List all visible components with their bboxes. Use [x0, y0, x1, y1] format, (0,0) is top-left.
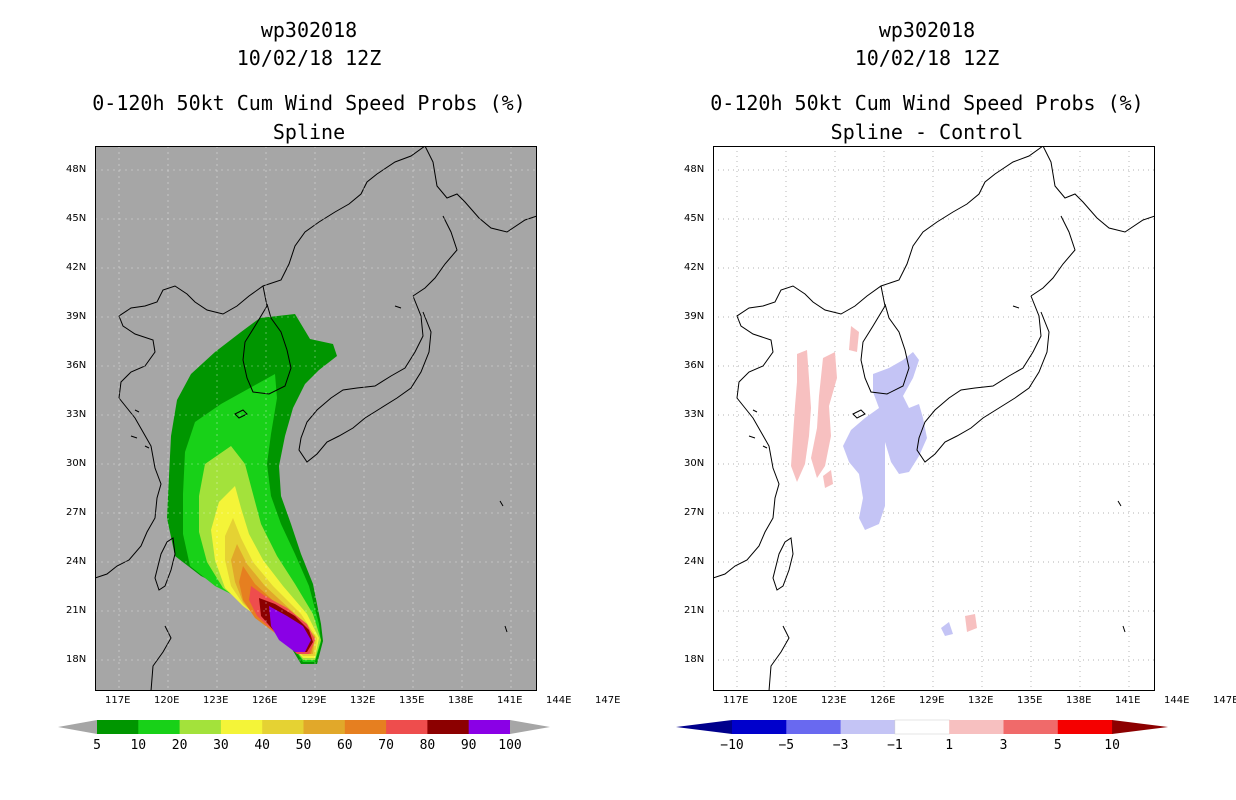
colorbar-box	[1004, 720, 1059, 734]
colorbar-box	[345, 720, 387, 734]
left-date: 10/02/18 12Z	[0, 46, 618, 70]
lat-label: 45N	[66, 213, 86, 224]
lon-label: 141E	[1115, 695, 1140, 706]
colorbar-box	[262, 720, 304, 734]
lat-label: 18N	[66, 654, 86, 665]
right-difference-map	[713, 146, 1155, 691]
colorbar-label: 30	[213, 738, 229, 753]
left-colorbar: 5 10 20 30 40 50 60 70 80 90 100	[0, 718, 618, 758]
lon-label: 123E	[821, 695, 846, 706]
colorbar-box	[786, 720, 841, 734]
colorbar-box	[97, 720, 139, 734]
right-storm-id: wp302018	[618, 18, 1236, 42]
colorbar-label: 3	[1000, 738, 1008, 753]
lon-label: 147E	[595, 695, 620, 706]
left-method-title: Spline	[0, 120, 618, 144]
lon-label: 132E	[968, 695, 993, 706]
colorbar-label: 70	[378, 738, 394, 753]
lon-label: 147E	[1213, 695, 1236, 706]
lon-label: 132E	[350, 695, 375, 706]
lon-label: 120E	[772, 695, 797, 706]
colorbar-box	[386, 720, 428, 734]
colorbar-label: 5	[1054, 738, 1062, 753]
colorbar-label: 10	[1104, 738, 1120, 753]
left-probability-map	[95, 146, 537, 691]
left-product-title: 0-120h 50kt Cum Wind Speed Probs (%)	[0, 91, 618, 115]
lat-label: 42N	[684, 262, 704, 273]
right-method-title: Spline - Control	[618, 120, 1236, 144]
colorbar-label: 20	[172, 738, 188, 753]
lat-label: 39N	[684, 311, 704, 322]
lon-label: 135E	[399, 695, 424, 706]
colorbar-label: 60	[337, 738, 353, 753]
lat-label: 30N	[684, 458, 704, 469]
colorbar-box	[180, 720, 222, 734]
right-map-background	[713, 146, 1155, 691]
lon-label: 135E	[1017, 695, 1042, 706]
lat-label: 42N	[66, 262, 86, 273]
lon-label: 123E	[203, 695, 228, 706]
colorbar-label: −1	[887, 738, 903, 753]
left-panel: wp302018 10/02/18 12Z 0-120h 50kt Cum Wi…	[0, 0, 618, 800]
left-storm-id: wp302018	[0, 18, 618, 42]
colorbar-label: −3	[833, 738, 849, 753]
lon-label: 120E	[154, 695, 179, 706]
lon-label: 138E	[1066, 695, 1091, 706]
colorbar-high-arrow	[510, 720, 550, 734]
lon-label: 144E	[546, 695, 571, 706]
colorbar-box	[427, 720, 469, 734]
colorbar-box	[949, 720, 1004, 734]
right-date: 10/02/18 12Z	[618, 46, 1236, 70]
lon-label: 141E	[497, 695, 522, 706]
lat-label: 21N	[684, 605, 704, 616]
colorbar-box	[221, 720, 263, 734]
colorbar-label: 1	[945, 738, 953, 753]
lat-label: 48N	[66, 164, 86, 175]
right-panel: wp302018 10/02/18 12Z 0-120h 50kt Cum Wi…	[618, 0, 1236, 800]
colorbar-label: −5	[778, 738, 794, 753]
colorbar-box	[732, 720, 787, 734]
lat-label: 24N	[66, 556, 86, 567]
right-product-title: 0-120h 50kt Cum Wind Speed Probs (%)	[618, 91, 1236, 115]
lon-label: 126E	[870, 695, 895, 706]
lon-label: 117E	[723, 695, 748, 706]
lon-label: 126E	[252, 695, 277, 706]
colorbar-label: 80	[420, 738, 436, 753]
colorbar-label: −10	[720, 738, 743, 753]
colorbar-box	[841, 720, 896, 734]
colorbar-label: 50	[296, 738, 312, 753]
right-colorbar: −10 −5 −3 −1 1 3 5 10	[618, 718, 1236, 758]
lat-label: 45N	[684, 213, 704, 224]
lat-label: 30N	[66, 458, 86, 469]
lat-label: 18N	[684, 654, 704, 665]
lat-label: 27N	[66, 507, 86, 518]
colorbar-label: 90	[461, 738, 477, 753]
colorbar-low-arrow	[58, 720, 97, 734]
lat-label: 33N	[66, 409, 86, 420]
lat-label: 36N	[684, 360, 704, 371]
lat-label: 48N	[684, 164, 704, 175]
lon-label: 117E	[105, 695, 130, 706]
lon-label: 138E	[448, 695, 473, 706]
lon-label: 129E	[919, 695, 944, 706]
colorbar-low-arrow	[676, 720, 732, 734]
lat-label: 27N	[684, 507, 704, 518]
colorbar-label: 100	[498, 738, 521, 753]
lat-label: 36N	[66, 360, 86, 371]
lat-label: 24N	[684, 556, 704, 567]
colorbar-label: 10	[130, 738, 146, 753]
lat-label: 21N	[66, 605, 86, 616]
colorbar-box	[304, 720, 346, 734]
lon-label: 144E	[1164, 695, 1189, 706]
colorbar-high-arrow	[1112, 720, 1168, 734]
colorbar-box	[469, 720, 511, 734]
lat-label: 33N	[684, 409, 704, 420]
colorbar-box	[138, 720, 180, 734]
colorbar-box	[895, 720, 950, 734]
colorbar-box	[1058, 720, 1113, 734]
lat-label: 39N	[66, 311, 86, 322]
colorbar-label: 40	[254, 738, 270, 753]
lon-label: 129E	[301, 695, 326, 706]
colorbar-label: 5	[93, 738, 101, 753]
